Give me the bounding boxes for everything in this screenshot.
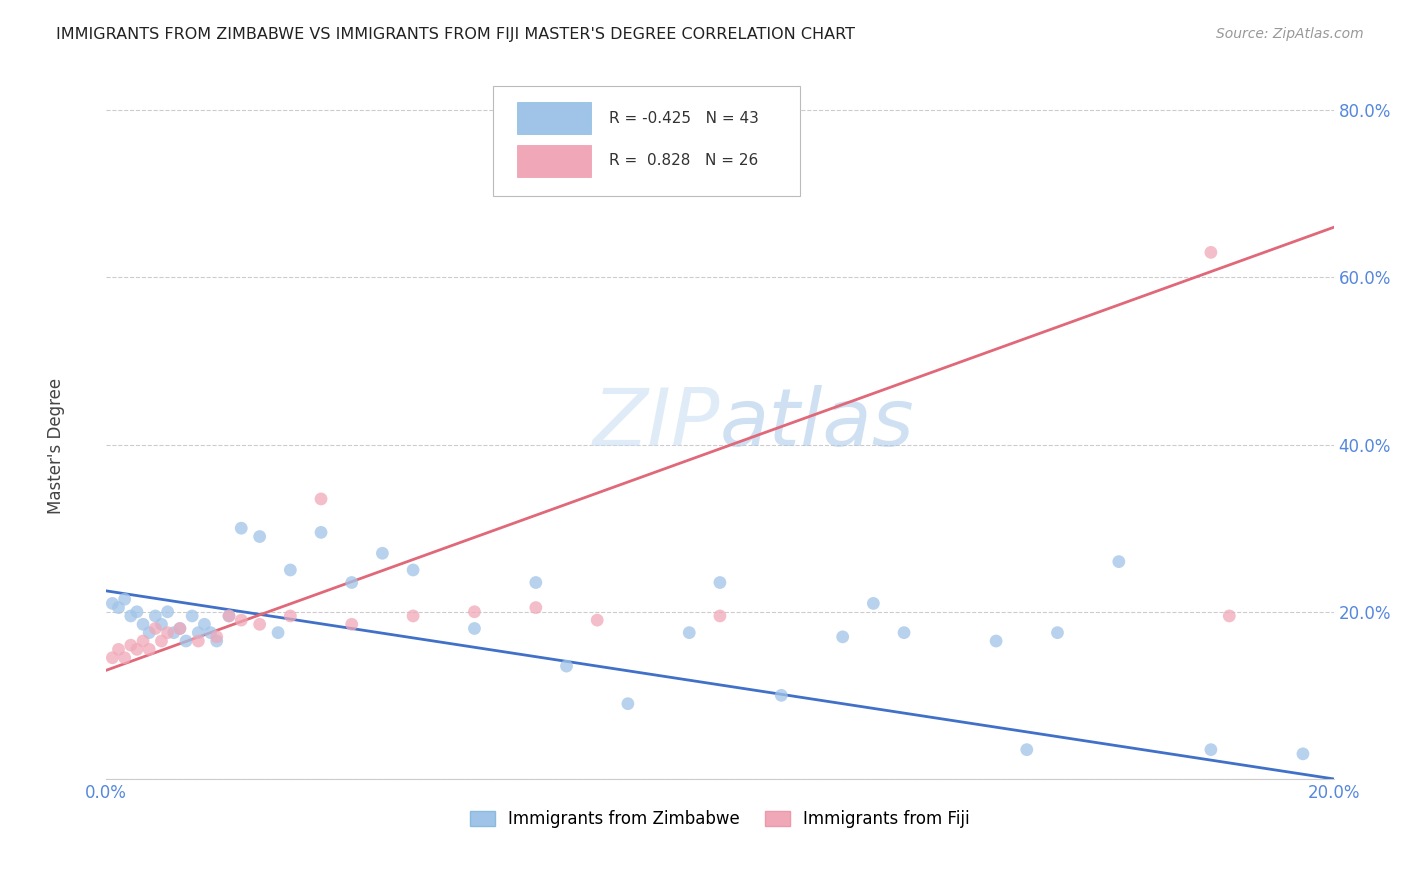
Point xyxy=(181,609,204,624)
Text: atlas: atlas xyxy=(720,384,915,463)
Point xyxy=(831,630,853,644)
Point xyxy=(280,609,302,624)
Point xyxy=(617,697,640,711)
Text: ZIP: ZIP xyxy=(592,384,720,463)
Point xyxy=(156,605,179,619)
Point xyxy=(156,625,179,640)
Point xyxy=(893,625,915,640)
Point xyxy=(1199,245,1222,260)
Point xyxy=(101,650,124,665)
Point xyxy=(120,638,142,652)
Point xyxy=(114,592,136,607)
Point xyxy=(770,689,793,703)
Point xyxy=(143,609,166,624)
Point xyxy=(143,622,166,636)
Point xyxy=(107,600,129,615)
Point xyxy=(107,642,129,657)
Bar xyxy=(517,103,591,134)
Point xyxy=(463,622,485,636)
Point xyxy=(267,625,290,640)
Point xyxy=(371,546,394,560)
Point xyxy=(218,609,240,624)
Point xyxy=(231,521,253,535)
Bar xyxy=(517,145,591,177)
Point xyxy=(984,634,1007,648)
Point xyxy=(309,491,332,506)
Point xyxy=(138,642,160,657)
Point xyxy=(163,625,186,640)
Text: R =  0.828   N = 26: R = 0.828 N = 26 xyxy=(609,153,759,169)
Point xyxy=(193,617,215,632)
Point xyxy=(524,575,547,590)
Point xyxy=(150,617,173,632)
Point xyxy=(1046,625,1069,640)
Point xyxy=(340,617,363,632)
Point xyxy=(1218,609,1240,624)
Point xyxy=(169,622,191,636)
Text: Source: ZipAtlas.com: Source: ZipAtlas.com xyxy=(1216,27,1364,41)
Point xyxy=(1015,742,1038,756)
Point xyxy=(125,605,148,619)
Point xyxy=(586,613,609,627)
Point xyxy=(402,609,425,624)
Text: Master's Degree: Master's Degree xyxy=(48,378,65,514)
Legend: Immigrants from Zimbabwe, Immigrants from Fiji: Immigrants from Zimbabwe, Immigrants fro… xyxy=(463,803,977,835)
Point xyxy=(709,575,731,590)
Point xyxy=(280,563,302,577)
Point xyxy=(174,634,197,648)
Point xyxy=(862,596,884,610)
Point xyxy=(402,563,425,577)
Point xyxy=(200,625,222,640)
Point xyxy=(709,609,731,624)
Point xyxy=(101,596,124,610)
Point xyxy=(205,634,228,648)
Point xyxy=(132,634,155,648)
Point xyxy=(555,659,578,673)
Point xyxy=(138,625,160,640)
Point xyxy=(169,622,191,636)
Point xyxy=(205,630,228,644)
Point xyxy=(678,625,700,640)
Point xyxy=(249,530,271,544)
Point xyxy=(150,634,173,648)
Point xyxy=(132,617,155,632)
Point xyxy=(1199,742,1222,756)
Point xyxy=(187,634,209,648)
Point xyxy=(1108,555,1130,569)
Point xyxy=(187,625,209,640)
Point xyxy=(120,609,142,624)
Point xyxy=(125,642,148,657)
Point xyxy=(114,650,136,665)
Text: IMMIGRANTS FROM ZIMBABWE VS IMMIGRANTS FROM FIJI MASTER'S DEGREE CORRELATION CHA: IMMIGRANTS FROM ZIMBABWE VS IMMIGRANTS F… xyxy=(56,27,855,42)
Point xyxy=(524,600,547,615)
Point xyxy=(309,525,332,540)
Point xyxy=(340,575,363,590)
Text: R = -0.425   N = 43: R = -0.425 N = 43 xyxy=(609,111,759,126)
Point xyxy=(249,617,271,632)
Point xyxy=(463,605,485,619)
Point xyxy=(218,609,240,624)
Point xyxy=(231,613,253,627)
Point xyxy=(1292,747,1315,761)
FancyBboxPatch shape xyxy=(494,87,800,196)
